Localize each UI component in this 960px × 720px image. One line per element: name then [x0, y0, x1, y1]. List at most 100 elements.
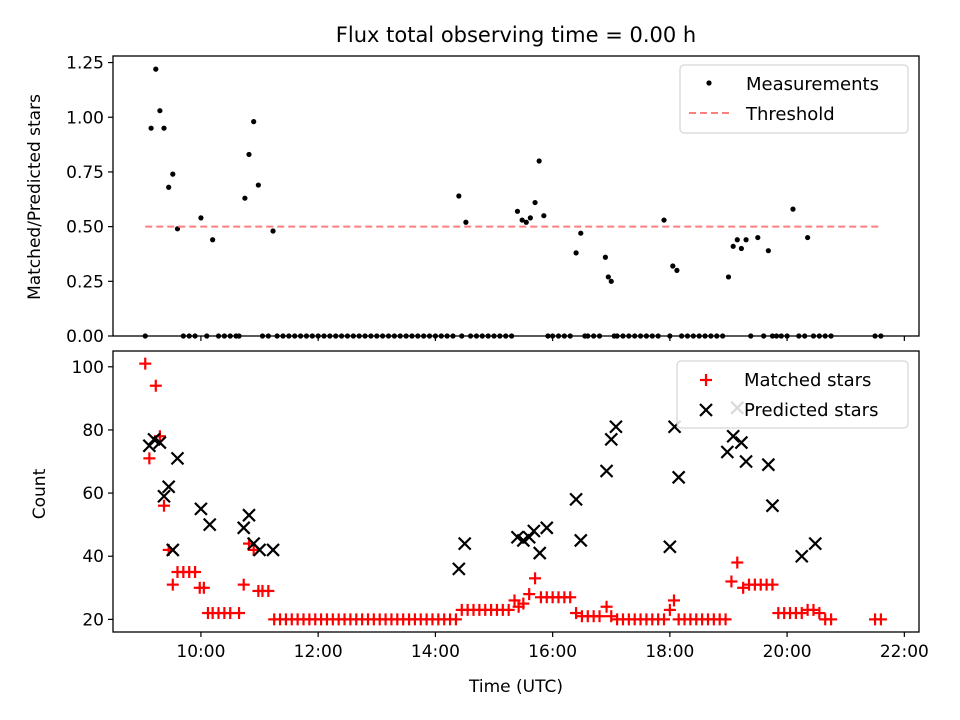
measurements-point	[608, 278, 614, 284]
matched-stars-point	[157, 499, 170, 512]
measurements-point	[527, 215, 533, 221]
predicted-stars-point	[522, 530, 536, 545]
measurements-point	[743, 237, 749, 243]
predicted-stars-point	[161, 479, 176, 494]
x-tick-label: 22:00	[880, 642, 929, 662]
measurements-point	[255, 182, 261, 188]
matched-stars-point	[517, 597, 530, 610]
legend-predicted-label: Predicted stars	[744, 400, 878, 421]
matched-stars-point	[813, 607, 826, 620]
measurements-point	[602, 254, 608, 260]
predicted-stars-point	[539, 521, 554, 535]
legend-measurements-label: Measurements	[746, 74, 879, 95]
y-tick-label: 0.75	[66, 163, 104, 183]
matched-stars-point	[508, 594, 521, 607]
top-legend-box	[679, 64, 909, 134]
measurements-point	[270, 228, 276, 234]
matched-stars-point	[731, 556, 744, 569]
measurements-point	[805, 234, 811, 241]
matched-stars-point	[189, 566, 202, 579]
matched-stars-point	[725, 575, 738, 588]
bottom-plot-data	[139, 357, 887, 626]
measurements-point	[765, 248, 771, 254]
matched-stars-point	[663, 603, 676, 616]
measurements-point	[734, 237, 740, 243]
measurements-point	[210, 237, 216, 243]
predicted-stars-point	[202, 517, 217, 532]
matched-stars-point	[719, 613, 732, 626]
measurements-point	[661, 217, 667, 223]
predicted-stars-point	[252, 543, 267, 557]
predicted-stars-point	[726, 429, 740, 444]
predicted-stars-point	[457, 536, 472, 551]
matched-stars-point	[593, 610, 606, 623]
measurements-point	[674, 267, 680, 273]
top-legend: Measurements Threshold	[679, 64, 909, 134]
measurements-point	[251, 119, 257, 125]
predicted-stars-point	[604, 432, 619, 447]
measurements-point	[541, 213, 547, 219]
predicted-stars-point	[671, 470, 686, 485]
bottom-axis-ticks: 20 40 60 80 100 10:00 12:00 14:00 16:00 18:00 20:0…	[72, 358, 929, 662]
matched-stars-point	[247, 543, 260, 556]
measurements-point	[730, 243, 736, 249]
predicted-stars-point	[170, 451, 185, 466]
measurements-point	[605, 274, 611, 280]
legend-measurements-marker	[706, 80, 712, 86]
matched-stars-point	[874, 613, 887, 626]
x-axis-label: Time (UTC)	[468, 677, 563, 697]
y-tick-label: 0.00	[66, 327, 104, 347]
measurements-point	[519, 217, 525, 223]
measurements-point	[573, 250, 579, 256]
matched-stars-point	[825, 613, 838, 626]
predicted-stars-point	[452, 562, 466, 576]
legend-matched-label: Matched stars	[744, 370, 871, 391]
top-axis-ticks: 0.00 0.25 0.50 0.75 1.00 1.25	[66, 54, 905, 347]
x-tick-label: 14:00	[411, 642, 460, 662]
chart-title: Flux total observing time = 0.00 h	[336, 23, 696, 47]
measurements-point	[246, 151, 252, 158]
x-tick-label: 10:00	[176, 642, 225, 662]
bottom-y-axis-label: Count	[30, 468, 50, 519]
x-tick-label: 20:00	[763, 642, 812, 662]
predicted-stars-point	[532, 546, 547, 560]
predicted-stars-point	[609, 419, 623, 434]
measurements-point	[463, 219, 469, 225]
bottom-legend: Matched stars Predicted stars	[676, 360, 909, 429]
measurements-point	[738, 245, 744, 252]
predicted-stars-point	[527, 524, 541, 538]
x-tick-label: 18:00	[645, 642, 694, 662]
predicted-stars-point	[739, 454, 753, 469]
matched-stars-point	[233, 607, 246, 620]
predicted-stars-point	[266, 543, 280, 557]
top-plot-data	[142, 66, 884, 339]
y-tick-label: 80	[82, 421, 104, 441]
predicted-stars-point	[236, 521, 251, 535]
legend-predicted-marker	[699, 403, 713, 417]
measurements-point	[578, 230, 584, 236]
measurements-point	[157, 108, 163, 114]
matched-stars-point	[237, 578, 250, 591]
bottom-legend-box	[676, 360, 909, 429]
measurements-point	[161, 125, 167, 131]
measurements-point	[725, 274, 732, 280]
predicted-stars-point	[765, 498, 780, 513]
measurements-point	[148, 125, 154, 131]
x-tick-label: 16:00	[528, 642, 577, 662]
bottom-plot-frame	[112, 350, 920, 633]
measurements-point	[532, 199, 538, 206]
matched-stars-point	[197, 581, 210, 594]
matched-stars-point	[667, 594, 680, 607]
y-tick-label: 100	[72, 358, 104, 378]
predicted-stars-point	[734, 435, 749, 450]
measurements-point	[670, 263, 676, 269]
measurements-point	[523, 219, 529, 225]
predicted-stars-point	[720, 445, 735, 459]
matched-stars-point	[658, 613, 671, 626]
matched-stars-point	[139, 357, 152, 370]
legend-matched-marker	[700, 374, 712, 386]
measurements-point	[242, 195, 248, 201]
matched-stars-point	[143, 452, 156, 465]
matched-stars-point	[262, 584, 275, 597]
